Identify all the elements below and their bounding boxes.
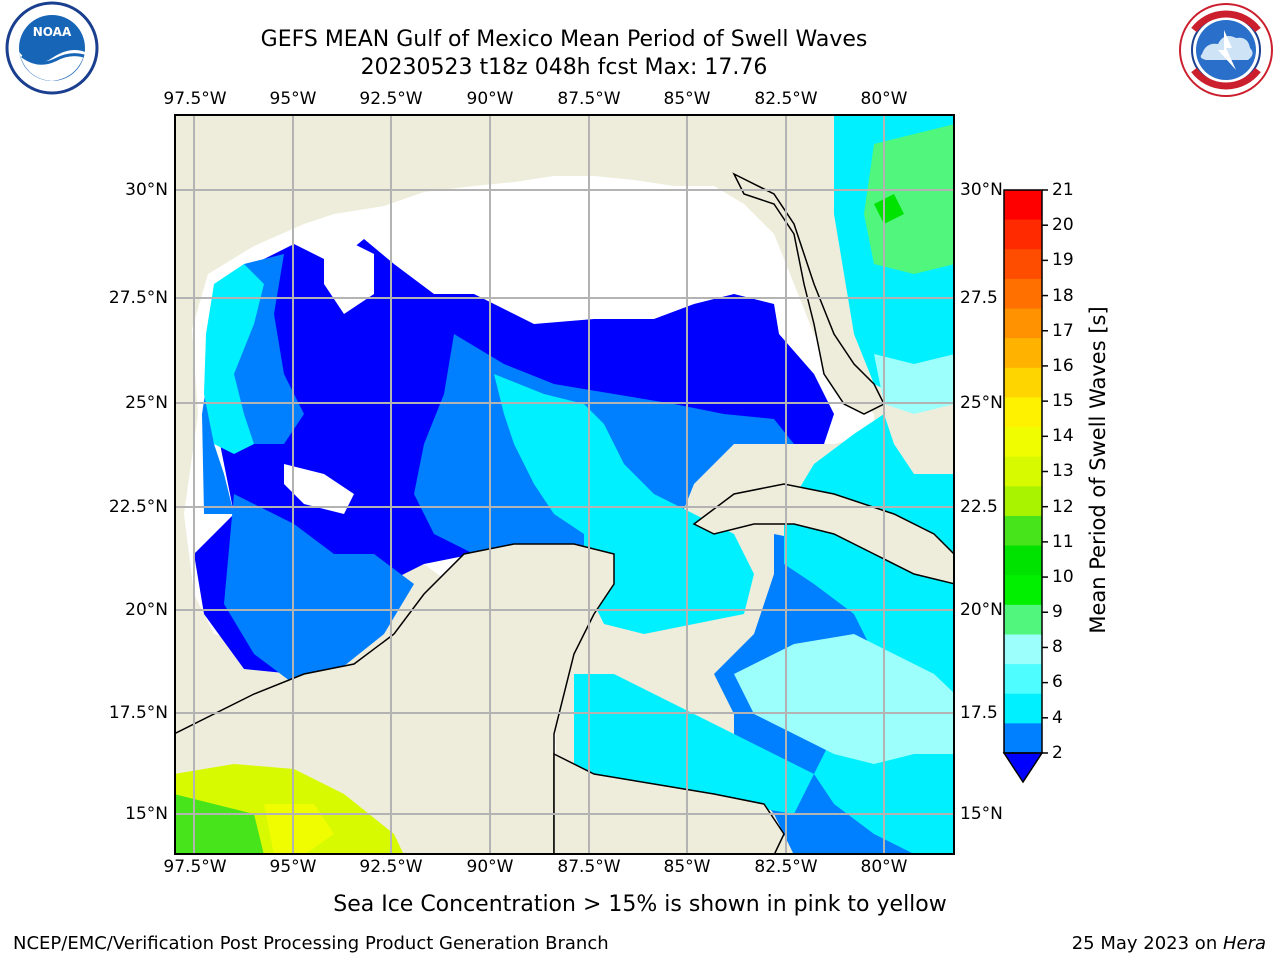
colorbar-swatch <box>1004 634 1042 665</box>
colorbar-tick: 13 <box>1052 461 1074 481</box>
lat-label: 20°N <box>960 600 1003 620</box>
lat-label: 30°N <box>960 180 1003 200</box>
colorbar-swatch <box>1004 723 1042 754</box>
colorbar-swatch <box>1004 545 1042 576</box>
colorbar-swatch <box>1004 249 1042 280</box>
colorbar-tick: 4 <box>1052 708 1063 728</box>
colorbar-swatch <box>1004 456 1042 487</box>
chart-subtitle: 20230523 t18z 048h fcst Max: 17.76 <box>360 55 768 80</box>
lon-label: 97.5°W <box>163 857 227 877</box>
lat-label: 20°N <box>125 600 168 620</box>
colorbar-tick: 16 <box>1052 356 1074 376</box>
lon-label: 92.5°W <box>359 857 423 877</box>
colorbar-tick: 19 <box>1052 250 1074 270</box>
colorbar-title: Mean Period of Swell Waves [s] <box>1086 306 1110 634</box>
noaa-logo-icon: NOAA <box>5 1 99 95</box>
colorbar-tick: 18 <box>1052 286 1074 306</box>
cuba <box>692 483 955 585</box>
colorbar-swatch <box>1004 308 1042 339</box>
swell-period-map <box>174 114 955 855</box>
lon-label: 90°W <box>466 857 514 877</box>
lat-label: 15°N <box>960 804 1003 824</box>
colorbar-tick: 11 <box>1052 532 1074 552</box>
lat-label: 17.5 <box>960 703 998 723</box>
lat-label: 30°N <box>125 180 168 200</box>
lon-label: 95°W <box>269 857 317 877</box>
colorbar-swatch <box>1004 397 1042 428</box>
colorbar-swatch <box>1004 278 1042 310</box>
lat-label: 17.5°N <box>108 703 168 723</box>
chart-title: GEFS MEAN Gulf of Mexico Mean Period of … <box>260 27 868 52</box>
colorbar-swatch <box>1004 427 1042 458</box>
swell-pacific <box>264 804 334 855</box>
lon-label: 90°W <box>466 89 514 109</box>
lon-label: 87.5°W <box>557 89 621 109</box>
swell-pacific <box>174 794 264 855</box>
colorbar-tick: 14 <box>1052 426 1074 446</box>
colorbar-tick: 12 <box>1052 497 1074 517</box>
colorbar-tick: 6 <box>1052 672 1063 692</box>
colorbar-swatch <box>1004 367 1042 398</box>
colorbar-tick: 10 <box>1052 567 1074 587</box>
lat-label: 27.5 <box>960 288 998 308</box>
colorbar-tick: 17 <box>1052 321 1074 341</box>
nws-logo-icon <box>1179 3 1273 97</box>
colorbar-swatch <box>1004 575 1042 606</box>
swell-6-8s <box>494 374 754 634</box>
lon-label: 92.5°W <box>359 89 423 109</box>
colorbar-swatch <box>1004 190 1042 221</box>
colorbar-swatch <box>1004 693 1042 724</box>
lon-label: 80°W <box>860 89 908 109</box>
gridlines <box>174 114 955 855</box>
colorbar-swatch <box>1004 486 1042 517</box>
honduras-coast <box>553 752 785 855</box>
swell-8-9s <box>734 634 955 764</box>
footer-date-text: 25 May 2023 on <box>1071 933 1223 954</box>
lon-label: 97.5°W <box>163 89 227 109</box>
colorbar-swatch <box>1004 604 1042 635</box>
lat-label: 27.5°N <box>108 288 168 308</box>
lon-label: 95°W <box>269 89 317 109</box>
swell-8-9s <box>874 354 955 414</box>
swell-6-8s <box>204 264 264 454</box>
colorbar-tick: 15 <box>1052 391 1074 411</box>
florida <box>732 172 886 415</box>
noaa-logo-text: NOAA <box>33 25 72 39</box>
colorbar <box>1002 189 1048 784</box>
colorbar-tick: 9 <box>1052 602 1063 622</box>
no-data <box>324 234 374 314</box>
lon-label: 85°W <box>663 857 711 877</box>
footer-date: 25 May 2023 on Hera <box>1072 933 1266 954</box>
swell-9-10s <box>864 124 955 274</box>
colorbar-tick: 20 <box>1052 215 1074 235</box>
lat-label: 25°N <box>125 393 168 413</box>
swell-4-6s <box>224 494 414 684</box>
footer-machine: Hera <box>1222 933 1266 954</box>
no-data <box>284 464 354 514</box>
swell-10-11s <box>874 194 904 224</box>
lon-label: 80°W <box>860 857 908 877</box>
lon-label: 85°W <box>663 89 711 109</box>
swell-6-8s <box>574 674 814 814</box>
colorbar-swatch <box>1004 515 1042 547</box>
footer-credit: NCEP/EMC/Verification Post Processing Pr… <box>13 933 609 954</box>
colorbar-swatch <box>1004 338 1042 369</box>
lat-label: 15°N <box>125 804 168 824</box>
lon-label: 82.5°W <box>754 857 818 877</box>
lon-label: 82.5°W <box>754 89 818 109</box>
colorbar-tick: 2 <box>1052 743 1063 763</box>
lat-label: 22.5°N <box>108 497 168 517</box>
lat-label: 25°N <box>960 393 1003 413</box>
colorbar-swatch <box>1004 664 1042 695</box>
colorbar-tick: 21 <box>1052 180 1074 200</box>
lat-label: 22.5 <box>960 497 998 517</box>
colorbar-tick: 8 <box>1052 637 1063 657</box>
colorbar-swatch <box>1004 219 1042 250</box>
lon-label: 87.5°W <box>557 857 621 877</box>
sea-ice-note: Sea Ice Concentration > 15% is shown in … <box>333 892 947 917</box>
